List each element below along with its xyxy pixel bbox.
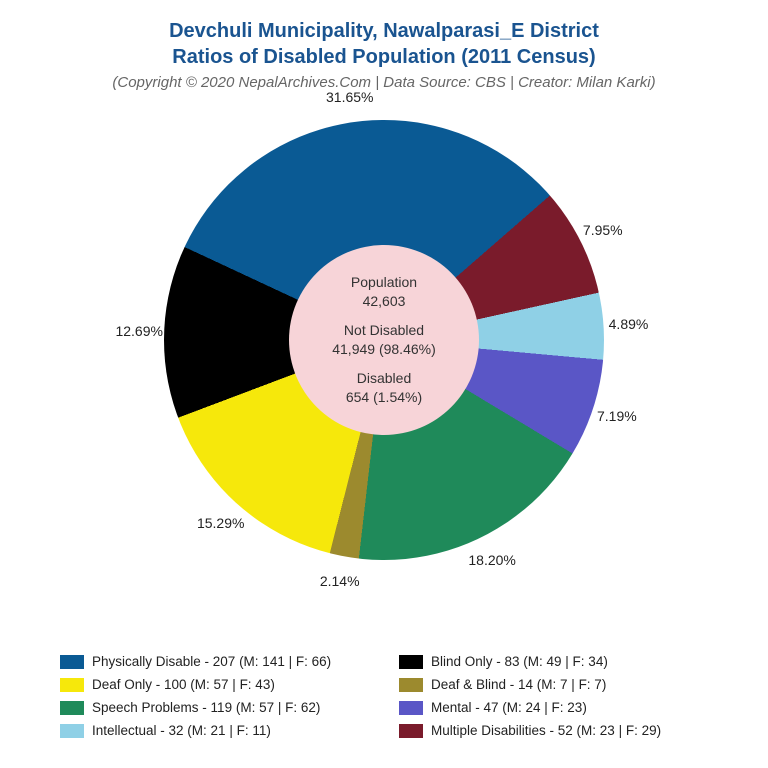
slice-pct-label: 7.95%	[583, 222, 623, 238]
title-line-2: Ratios of Disabled Population (2011 Cens…	[0, 44, 768, 70]
center-not-disabled: Not Disabled 41,949 (98.46%)	[332, 321, 436, 359]
legend-swatch	[399, 724, 423, 738]
legend-item: Blind Only - 83 (M: 49 | F: 34)	[399, 654, 708, 669]
legend-label: Deaf Only - 100 (M: 57 | F: 43)	[92, 677, 275, 692]
legend-swatch	[60, 678, 84, 692]
legend-item: Physically Disable - 207 (M: 141 | F: 66…	[60, 654, 369, 669]
title-line-1: Devchuli Municipality, Nawalparasi_E Dis…	[0, 18, 768, 44]
donut-chart: Population 42,603 Not Disabled 41,949 (9…	[164, 120, 604, 560]
legend-swatch	[60, 724, 84, 738]
center-circle: Population 42,603 Not Disabled 41,949 (9…	[289, 245, 479, 435]
legend-swatch	[399, 678, 423, 692]
center-disabled: Disabled 654 (1.54%)	[346, 369, 422, 407]
subtitle: (Copyright © 2020 NepalArchives.Com | Da…	[0, 74, 768, 91]
legend-item: Speech Problems - 119 (M: 57 | F: 62)	[60, 700, 369, 715]
center-dis-value: 654 (1.54%)	[346, 388, 422, 407]
slice-pct-label: 12.69%	[115, 323, 162, 339]
legend-item: Deaf & Blind - 14 (M: 7 | F: 7)	[399, 677, 708, 692]
legend: Physically Disable - 207 (M: 141 | F: 66…	[60, 654, 708, 738]
legend-item: Intellectual - 32 (M: 21 | F: 11)	[60, 723, 369, 738]
legend-label: Blind Only - 83 (M: 49 | F: 34)	[431, 654, 608, 669]
legend-item: Deaf Only - 100 (M: 57 | F: 43)	[60, 677, 369, 692]
legend-label: Speech Problems - 119 (M: 57 | F: 62)	[92, 700, 320, 715]
center-notdis-value: 41,949 (98.46%)	[332, 340, 436, 359]
center-dis-label: Disabled	[346, 369, 422, 388]
chart-title-block: Devchuli Municipality, Nawalparasi_E Dis…	[0, 0, 768, 91]
center-notdis-label: Not Disabled	[332, 321, 436, 340]
legend-label: Multiple Disabilities - 52 (M: 23 | F: 2…	[431, 723, 661, 738]
center-population: Population 42,603	[351, 273, 417, 311]
legend-label: Intellectual - 32 (M: 21 | F: 11)	[92, 723, 271, 738]
legend-swatch	[60, 701, 84, 715]
legend-label: Physically Disable - 207 (M: 141 | F: 66…	[92, 654, 331, 669]
slice-pct-label: 18.20%	[468, 552, 515, 568]
legend-swatch	[60, 655, 84, 669]
center-pop-label: Population	[351, 273, 417, 292]
slice-pct-label: 4.89%	[609, 316, 649, 332]
slice-pct-label: 15.29%	[197, 515, 244, 531]
legend-item: Multiple Disabilities - 52 (M: 23 | F: 2…	[399, 723, 708, 738]
center-pop-value: 42,603	[351, 292, 417, 311]
legend-label: Mental - 47 (M: 24 | F: 23)	[431, 700, 587, 715]
slice-pct-label: 2.14%	[320, 573, 360, 589]
legend-swatch	[399, 655, 423, 669]
legend-label: Deaf & Blind - 14 (M: 7 | F: 7)	[431, 677, 606, 692]
legend-swatch	[399, 701, 423, 715]
slice-pct-label: 7.19%	[597, 408, 637, 424]
legend-item: Mental - 47 (M: 24 | F: 23)	[399, 700, 708, 715]
slice-pct-label: 31.65%	[326, 89, 373, 105]
